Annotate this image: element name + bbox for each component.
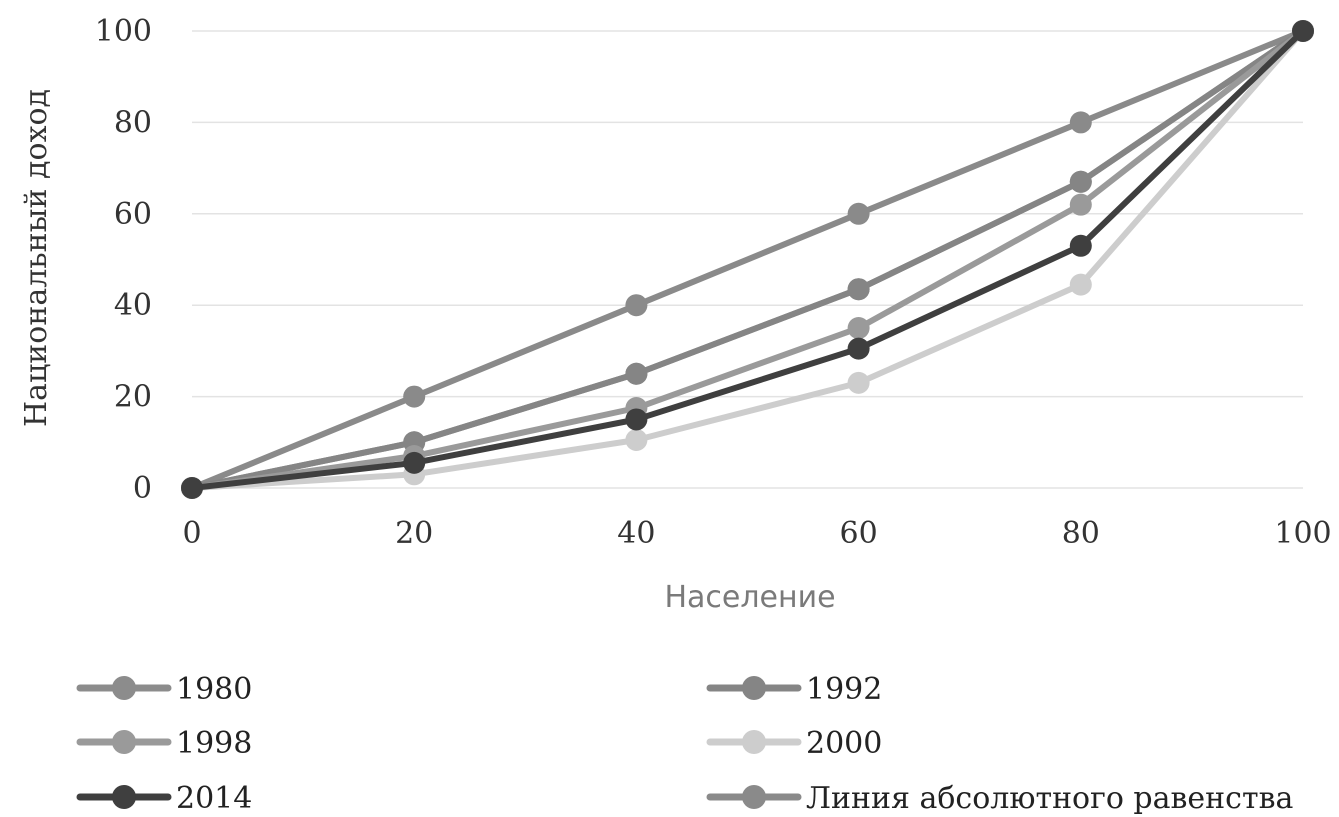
legend-item: 2014 xyxy=(76,781,252,816)
x-tick-label: 20 xyxy=(395,516,433,551)
legend-label: Линия абсолютного равенства xyxy=(806,781,1293,816)
data-point xyxy=(847,317,870,340)
legend: 1980 1992 1998 2000 2014 Линия абсолютного ра… xyxy=(76,672,1293,816)
y-tick-label: 100 xyxy=(95,14,152,49)
x-axis-title: Население xyxy=(664,580,835,615)
series-line xyxy=(189,28,1306,491)
x-tick-label: 100 xyxy=(1274,516,1331,551)
legend-item: Линия абсолютного равенства xyxy=(706,781,1293,816)
legend-item: 1980 xyxy=(76,672,252,707)
legend-label: 1992 xyxy=(806,672,882,707)
x-tick-label: 80 xyxy=(1062,516,1100,551)
legend-swatch-marker xyxy=(112,785,136,809)
series-line xyxy=(189,28,1306,491)
legend-label: 2014 xyxy=(176,781,252,816)
legend-label: 1998 xyxy=(176,726,252,761)
legend-item: 2000 xyxy=(706,726,882,761)
legend-swatch-marker xyxy=(112,676,136,700)
series-lines xyxy=(181,20,1314,499)
legend-label: 1980 xyxy=(176,672,252,707)
y-axis-title: Национальный доход xyxy=(19,89,54,427)
legend-swatch-marker xyxy=(742,730,766,754)
data-point xyxy=(1069,273,1092,296)
series-2014 xyxy=(181,20,1314,499)
y-tick-label: 60 xyxy=(114,197,152,232)
data-point xyxy=(1069,234,1092,257)
legend-item: 1992 xyxy=(706,672,882,707)
legend-swatch-marker xyxy=(112,730,136,754)
y-tick-label: 0 xyxy=(133,471,152,506)
data-point xyxy=(1069,111,1092,134)
data-point xyxy=(1069,193,1092,216)
x-axis-tick-labels: 0 20 40 60 80 100 xyxy=(182,516,1331,551)
series-line xyxy=(189,28,1306,491)
data-point xyxy=(847,202,870,225)
y-axis-tick-labels: 0 20 40 60 80 100 xyxy=(95,14,152,506)
gridlines xyxy=(192,30,1303,489)
data-point xyxy=(403,451,426,474)
y-tick-label: 80 xyxy=(114,105,152,140)
x-tick-label: 0 xyxy=(182,516,201,551)
y-tick-label: 20 xyxy=(114,380,152,415)
data-point xyxy=(847,278,870,301)
data-point xyxy=(625,408,648,431)
data-point xyxy=(625,429,648,452)
x-tick-label: 40 xyxy=(617,516,655,551)
data-point xyxy=(847,337,870,360)
data-point xyxy=(847,371,870,394)
data-point xyxy=(403,385,426,408)
series-line xyxy=(189,28,1306,491)
legend-label: 2000 xyxy=(806,726,882,761)
data-point xyxy=(1292,20,1314,42)
data-point xyxy=(625,294,648,317)
data-point xyxy=(1069,170,1092,193)
y-tick-label: 40 xyxy=(114,288,152,323)
series-line xyxy=(189,28,1306,491)
data-point xyxy=(181,477,203,499)
legend-item: 1998 xyxy=(76,726,252,761)
data-point xyxy=(625,362,648,385)
legend-swatch-marker xyxy=(742,785,766,809)
series-линия-абсолютного-равенства xyxy=(181,20,1314,499)
x-tick-label: 60 xyxy=(840,516,878,551)
legend-swatch-marker xyxy=(742,676,766,700)
